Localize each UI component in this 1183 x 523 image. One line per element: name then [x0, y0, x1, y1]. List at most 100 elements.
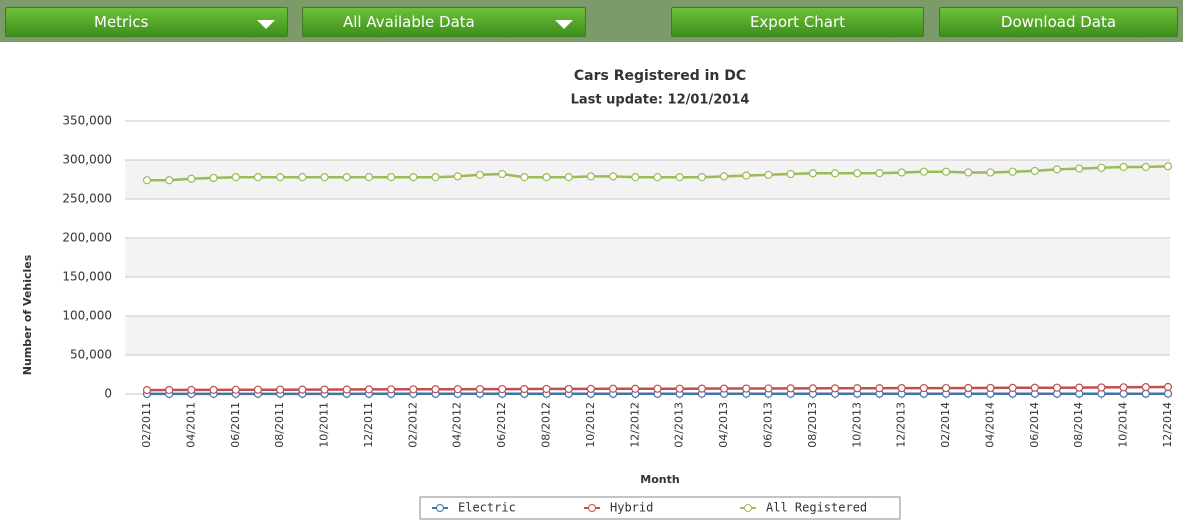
legend-label: Hybrid — [610, 501, 653, 515]
data-point — [231, 173, 240, 182]
chart: Cars Registered in DC Last update: 12/01… — [21, 68, 1174, 520]
x-tick-label: 02/2011 — [140, 402, 153, 448]
dropdown-arrow — [257, 20, 275, 29]
x-tick-label: 12/2012 — [628, 402, 641, 448]
plot-band — [125, 238, 1170, 277]
x-tick-label: 08/2011 — [273, 402, 286, 448]
data-point — [409, 173, 418, 182]
data-point — [941, 167, 951, 176]
data-point — [1119, 162, 1128, 172]
data-point — [498, 169, 507, 179]
data-point — [542, 173, 551, 182]
data-point — [1052, 165, 1062, 174]
x-tick-label: 12/2014 — [1161, 402, 1174, 448]
x-tick-label: 06/2013 — [761, 402, 774, 448]
data-point — [697, 173, 706, 182]
data-point — [719, 172, 729, 181]
plot-band — [125, 316, 1170, 355]
y-tick-label: 150,000 — [62, 270, 112, 284]
data-point — [1097, 163, 1106, 172]
data-point — [142, 176, 152, 185]
data-point — [631, 384, 640, 393]
export-button[interactable]: Export Chart — [671, 7, 924, 37]
x-tick-label: 04/2011 — [184, 402, 197, 448]
data-point — [1075, 164, 1084, 173]
data-point — [964, 168, 973, 177]
x-tick-label: 12/2013 — [895, 402, 908, 448]
data-point — [697, 384, 706, 393]
data-point — [1030, 383, 1039, 392]
data-point — [786, 169, 795, 179]
data-point — [187, 174, 196, 183]
x-tick-label: 04/2012 — [451, 402, 464, 448]
data-point — [276, 385, 285, 394]
x-tick-label: 02/2014 — [939, 402, 952, 448]
button-label: Metrics — [94, 13, 149, 31]
data-point — [808, 169, 817, 178]
data-point — [364, 385, 374, 394]
toolbar: Metrics All Available Data Export Chart … — [0, 0, 1183, 42]
range-dropdown[interactable]: All Available Data — [302, 7, 586, 37]
data-point — [764, 170, 773, 179]
data-point — [475, 384, 485, 394]
data-point — [320, 173, 329, 182]
data-point — [875, 169, 884, 178]
data-point — [320, 385, 329, 394]
data-point — [675, 384, 684, 393]
data-point — [1141, 162, 1150, 172]
data-point — [853, 169, 862, 178]
data-point — [1030, 166, 1039, 176]
download-button[interactable]: Download Data — [939, 7, 1178, 37]
x-tick-label: 04/2014 — [983, 402, 996, 448]
y-tick-label: 250,000 — [62, 192, 112, 206]
data-point — [475, 170, 485, 179]
data-point — [253, 385, 263, 394]
data-point — [209, 173, 218, 183]
data-point — [298, 173, 307, 182]
x-tick-label: 06/2012 — [495, 402, 508, 448]
y-tick-label: 100,000 — [62, 309, 112, 323]
data-point — [364, 173, 374, 182]
data-point — [653, 384, 662, 393]
data-point — [830, 384, 840, 393]
data-point — [1141, 383, 1150, 392]
data-point — [897, 384, 906, 393]
legend-marker — [588, 504, 596, 512]
y-tick-label: 300,000 — [62, 153, 112, 167]
data-point — [187, 385, 196, 395]
data-point — [276, 173, 285, 182]
data-point — [498, 384, 507, 394]
data-point — [1163, 389, 1173, 398]
data-point — [742, 384, 751, 393]
data-point — [853, 384, 862, 393]
data-point — [1052, 383, 1062, 392]
data-point — [409, 385, 418, 394]
data-point — [675, 173, 684, 182]
data-point — [1163, 162, 1173, 171]
metrics-dropdown[interactable]: Metrics — [5, 7, 288, 37]
legend-marker — [744, 504, 752, 512]
chart-title: Cars Registered in DC — [574, 68, 746, 84]
data-point — [453, 385, 462, 394]
y-tick-label: 50,000 — [70, 348, 112, 362]
data-point — [165, 385, 174, 395]
button-label: Export Chart — [749, 13, 846, 31]
y-tick-label: 0 — [104, 387, 112, 401]
data-point — [1075, 383, 1084, 392]
dropdown-arrow — [555, 20, 573, 29]
x-tick-label: 08/2013 — [806, 402, 819, 448]
y-tick-label: 350,000 — [62, 114, 112, 128]
data-point — [387, 173, 396, 182]
data-point — [520, 173, 529, 182]
data-point — [653, 173, 662, 182]
data-point — [586, 172, 596, 181]
y-tick-label: 200,000 — [62, 231, 112, 245]
x-tick-label: 04/2013 — [717, 402, 730, 448]
data-point — [786, 384, 795, 393]
legend-label: All Registered — [766, 501, 867, 515]
data-point — [742, 171, 751, 180]
data-point — [808, 384, 817, 393]
button-label: All Available Data — [343, 13, 475, 31]
data-point — [719, 384, 729, 393]
